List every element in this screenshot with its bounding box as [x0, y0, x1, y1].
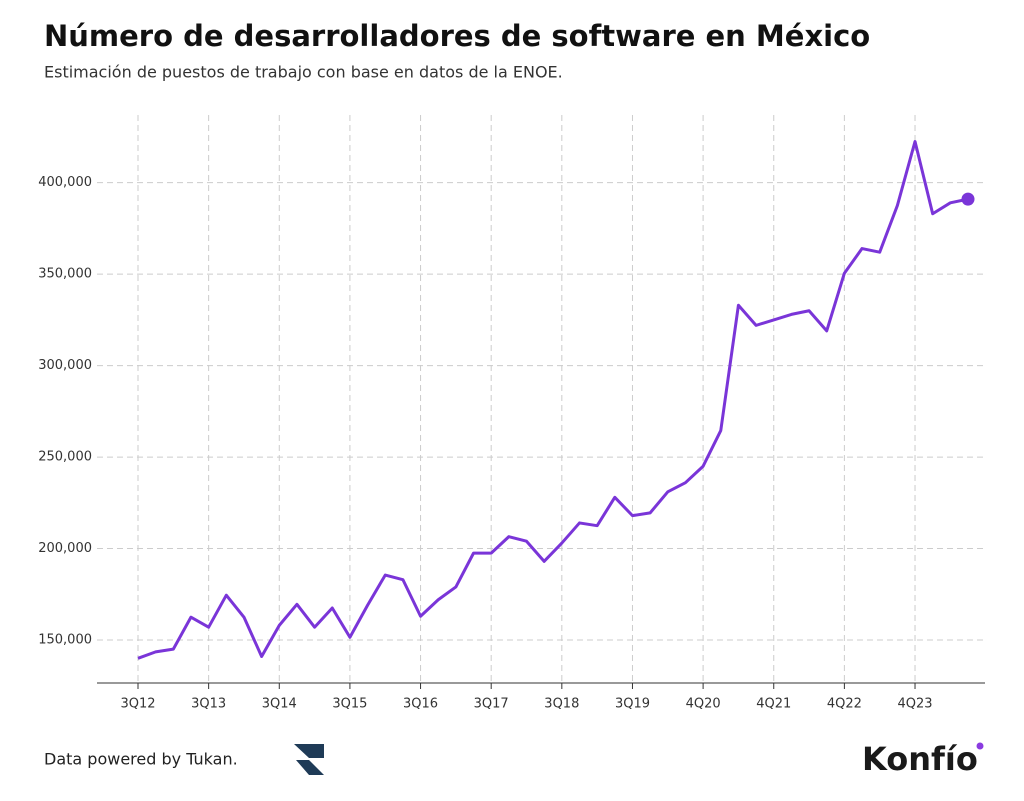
x-tick-label: 4Q22	[827, 697, 862, 712]
footer-note: Data powered by Tukan.	[44, 750, 238, 769]
x-tick-label: 3Q13	[191, 697, 226, 712]
y-tick-label: 300,000	[38, 358, 92, 373]
end-marker	[961, 192, 975, 206]
x-tick-label: 3Q14	[262, 697, 297, 712]
chart-subtitle: Estimación de puestos de trabajo con bas…	[44, 63, 563, 82]
x-tick-label: 3Q19	[615, 697, 650, 712]
y-tick-label: 250,000	[38, 450, 92, 465]
x-tick-label: 4Q23	[897, 697, 932, 712]
data-line	[137, 140, 969, 660]
x-tick-label: 4Q20	[686, 697, 721, 712]
brand-dot	[976, 742, 984, 750]
x-tick-label: 3Q12	[120, 697, 155, 712]
x-tick-label: 3Q18	[544, 697, 579, 712]
chart-title: Número de desarrolladores de software en…	[44, 19, 870, 53]
y-tick-label: 150,000	[38, 633, 92, 648]
brand-logo: Konfío	[862, 740, 978, 778]
x-tick-label: 3Q15	[332, 697, 367, 712]
y-tick-label: 400,000	[38, 175, 92, 190]
y-tick-label: 350,000	[38, 267, 92, 282]
x-tick-label: 4Q21	[756, 697, 791, 712]
x-tick-label: 3Q16	[403, 697, 438, 712]
x-tick-label: 3Q17	[474, 697, 509, 712]
y-tick-label: 200,000	[38, 541, 92, 556]
tukan-logo	[294, 744, 324, 775]
